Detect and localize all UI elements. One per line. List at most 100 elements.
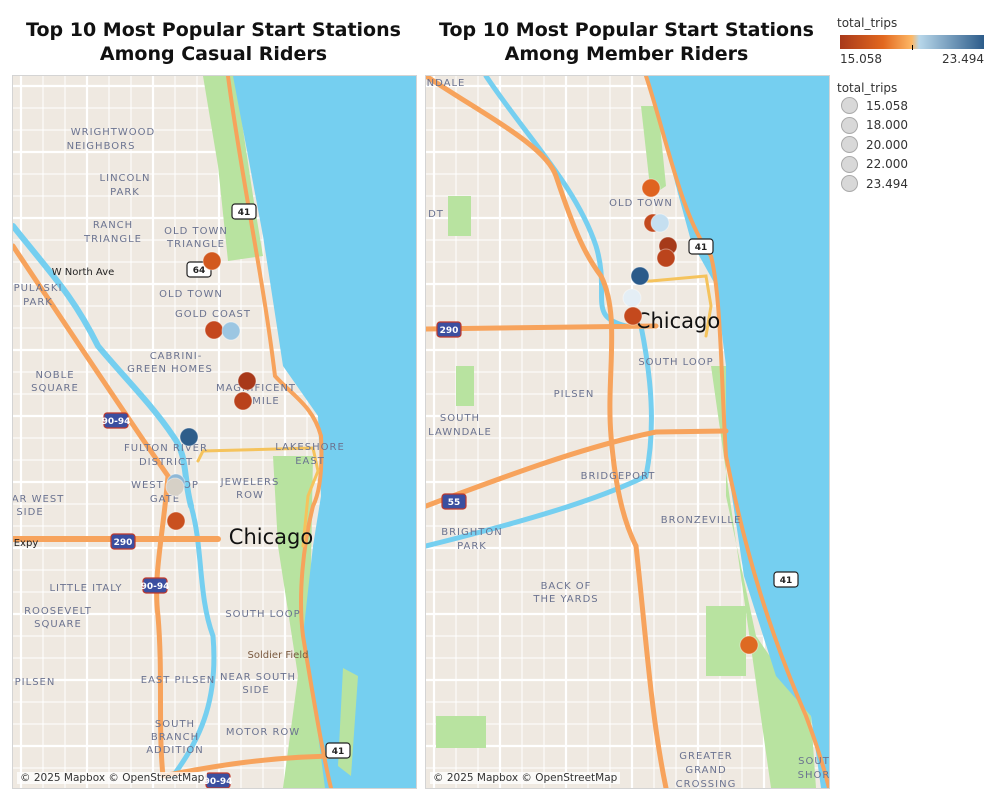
loop-road bbox=[639, 274, 713, 338]
station-marker[interactable] bbox=[202, 251, 222, 271]
map-label: CABRINI- bbox=[150, 351, 203, 362]
map-label: FULTON RIVER bbox=[124, 443, 208, 454]
size-circle-icon bbox=[841, 97, 858, 114]
map-label: LAWNDALE bbox=[428, 427, 492, 438]
size-legend-label: 23.494 bbox=[866, 176, 908, 191]
map-label: LINCOLN bbox=[100, 173, 151, 184]
station-marker[interactable] bbox=[630, 266, 650, 286]
park bbox=[448, 196, 471, 236]
station-marker[interactable] bbox=[179, 427, 199, 447]
map-label: JEWELERS bbox=[220, 477, 280, 488]
member-riders-map[interactable]: NDALE DT OLD TOWN Chicago SOUTH LOOP PILSEN SO… bbox=[425, 75, 830, 789]
map-label: Chicago bbox=[229, 525, 313, 549]
map-label: NEAR SOUTH bbox=[220, 672, 296, 683]
station-marker[interactable] bbox=[656, 248, 676, 268]
size-legend-title: total_trips bbox=[837, 81, 898, 95]
map-label: NDALE bbox=[427, 78, 466, 89]
map-attribution[interactable]: © 2025 Mapbox © OpenStreetMap bbox=[17, 772, 208, 784]
member-map-canvas[interactable]: NDALE DT OLD TOWN Chicago SOUTH LOOP PILSEN SO… bbox=[426, 76, 829, 788]
map-label: PARK bbox=[110, 187, 140, 198]
color-legend-gradient[interactable] bbox=[840, 35, 984, 49]
lake-shore-drive bbox=[299, 434, 333, 788]
station-marker[interactable] bbox=[221, 321, 241, 341]
map-label: GRAND bbox=[685, 765, 726, 776]
map-label: WRIGHTWOOD bbox=[71, 127, 156, 138]
station-marker[interactable] bbox=[237, 371, 257, 391]
highway-shield-icon: 90-94 bbox=[102, 412, 131, 429]
map-label: GATE bbox=[150, 494, 180, 505]
highway-shield-icon: 290 bbox=[436, 321, 462, 338]
chicago-river-north-branch bbox=[483, 76, 629, 329]
highway-shield-icon: 90-94 bbox=[141, 577, 170, 594]
size-circle-icon bbox=[841, 175, 858, 192]
map-label: GREEN HOMES bbox=[127, 364, 213, 375]
size-legend-label: 20.000 bbox=[866, 137, 908, 152]
casual-map-canvas[interactable]: WRIGHTWOOD NEIGHBORS LINCOLN PARK RANCH TRIAN… bbox=[13, 76, 416, 788]
size-legend-item[interactable]: 18.000 bbox=[841, 116, 908, 135]
map-label: TRIANGLE bbox=[166, 239, 225, 250]
station-marker[interactable] bbox=[166, 511, 186, 531]
svg-text:90-94: 90-94 bbox=[204, 777, 233, 787]
stevenson-expressway bbox=[426, 428, 729, 509]
station-marker[interactable] bbox=[739, 635, 759, 655]
station-marker[interactable] bbox=[165, 477, 185, 497]
station-marker[interactable] bbox=[650, 213, 670, 233]
lake-michigan bbox=[233, 76, 416, 788]
map-label: DISTRICT bbox=[139, 457, 193, 468]
map-label: RANCH bbox=[93, 220, 133, 231]
map-label: GREATER bbox=[679, 751, 732, 762]
station-marker[interactable] bbox=[204, 320, 224, 340]
size-circle-icon bbox=[841, 136, 858, 153]
highway-shield-icon: 41 bbox=[688, 238, 714, 255]
size-legend-item[interactable]: 20.000 bbox=[841, 135, 908, 154]
chicago-river bbox=[13, 223, 194, 509]
map-label: PULASKI bbox=[14, 283, 63, 294]
map-label: SOUTH LOOP bbox=[638, 357, 713, 368]
svg-text:64: 64 bbox=[193, 266, 206, 276]
map-label: Chicago bbox=[636, 309, 720, 333]
svg-text:90-94: 90-94 bbox=[102, 417, 131, 427]
map-label: BRANCH bbox=[151, 732, 199, 743]
map-label: MOTOR ROW bbox=[226, 727, 300, 738]
map-label: Expy bbox=[14, 538, 39, 549]
size-circle-icon bbox=[841, 155, 858, 173]
map-label: BRIGHTON bbox=[441, 527, 503, 538]
station-marker[interactable] bbox=[623, 306, 643, 326]
loop-road bbox=[196, 446, 320, 548]
map-label: SQUARE bbox=[34, 619, 82, 630]
map-label: W North Ave bbox=[52, 267, 115, 278]
map-label: NOBLE bbox=[35, 370, 74, 381]
park bbox=[436, 716, 486, 748]
map-label: PARK bbox=[457, 541, 487, 552]
map-label: PILSEN bbox=[554, 389, 595, 400]
map-label: LITTLE ITALY bbox=[49, 583, 122, 594]
map-label: SOUTH LOOP bbox=[225, 609, 300, 620]
station-marker[interactable] bbox=[641, 178, 661, 198]
map-label: NEIGHBORS bbox=[67, 141, 136, 152]
svg-text:41: 41 bbox=[332, 747, 345, 757]
svg-text:90-94: 90-94 bbox=[141, 582, 170, 592]
map-label: SOUTH bbox=[440, 413, 480, 424]
size-legend-item[interactable]: 22.000 bbox=[841, 155, 908, 174]
station-marker[interactable] bbox=[622, 288, 642, 308]
highway-shield-icon: 41 bbox=[773, 571, 799, 588]
casual-riders-map[interactable]: WRIGHTWOOD NEIGHBORS LINCOLN PARK RANCH TRIAN… bbox=[12, 75, 417, 789]
station-marker[interactable] bbox=[233, 391, 253, 411]
map-label: OLD TOWN bbox=[164, 226, 228, 237]
svg-text:290: 290 bbox=[440, 326, 459, 336]
map-label: SHOR bbox=[798, 770, 829, 781]
map-label: PARK bbox=[23, 297, 53, 308]
map-label: MILE bbox=[252, 396, 279, 407]
size-legend-item[interactable]: 15.058 bbox=[841, 96, 908, 115]
svg-text:41: 41 bbox=[238, 208, 251, 218]
eisenhower-expressway bbox=[426, 323, 659, 332]
map-label: OLD TOWN bbox=[609, 198, 673, 209]
chicago-river-south-branch bbox=[170, 503, 217, 779]
map-label: LAKESHORE bbox=[275, 442, 345, 453]
size-legend-item[interactable]: 23.494 bbox=[841, 174, 908, 193]
highway-shield-icon: 41 bbox=[325, 742, 351, 759]
highway-shield-icon: 41 bbox=[231, 203, 257, 220]
map-attribution[interactable]: © 2025 Mapbox © OpenStreetMap bbox=[430, 772, 621, 784]
lake-shore-drive bbox=[226, 76, 323, 438]
map-label: SOUT bbox=[798, 756, 829, 767]
